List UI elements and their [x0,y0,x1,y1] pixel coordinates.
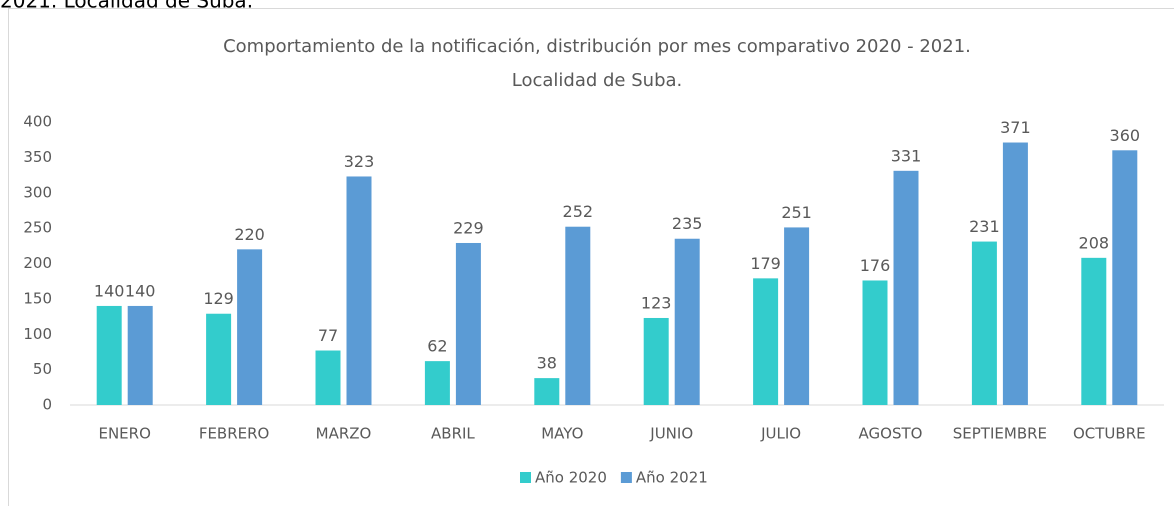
data-label: 251 [781,203,812,222]
bar [893,170,919,405]
bar [424,361,450,405]
bar [784,227,810,405]
data-label: 38 [537,354,557,373]
data-label: 140 [94,281,125,300]
x-tick-label: ENERO [98,425,150,443]
data-label: 179 [750,254,781,273]
y-tick-label: 0 [42,396,52,414]
bar [346,176,372,405]
y-tick-label: 50 [33,360,52,378]
y-tick-label: 250 [23,219,52,237]
y-tick-label: 200 [23,254,52,272]
data-label: 360 [1110,126,1141,145]
data-label: 176 [860,256,891,275]
data-label: 62 [427,337,447,356]
legend-swatch [520,472,531,483]
bar [127,305,153,405]
legend-label: Año 2021 [636,469,708,487]
data-label: 323 [344,152,375,171]
bar [206,313,232,405]
bar [643,317,669,405]
caption: 2021. Localidad de Suba. [0,0,253,13]
bar [237,249,263,405]
x-tick-label: FEBRERO [199,425,270,443]
data-label: 220 [234,225,265,244]
y-tick-label: 150 [23,289,52,307]
bar [534,378,560,405]
data-label: 129 [203,289,234,308]
data-label: 140 [125,281,156,300]
x-tick-label: OCTUBRE [1073,425,1146,443]
data-label: 123 [641,293,672,312]
bar [565,226,591,405]
bar [1112,150,1138,405]
bar [455,242,481,405]
data-label: 208 [1079,233,1110,252]
y-tick-label: 400 [23,113,52,131]
y-tick-label: 100 [23,325,52,343]
x-tick-label: JULIO [760,425,801,443]
bar [971,241,997,405]
chart-frame [8,8,1174,506]
bar [96,305,122,405]
data-label: 331 [891,146,922,165]
x-tick-label: AGOSTO [859,425,923,443]
x-tick-label: JUNIO [649,425,693,443]
bar [1081,257,1107,405]
bar [753,278,779,405]
legend-label: Año 2020 [535,469,607,487]
data-label: 235 [672,214,703,233]
bar [315,350,341,405]
x-tick-label: MARZO [316,425,372,443]
x-tick-label: SEPTIEMBRE [953,425,1047,443]
chart-title: Comportamiento de la notificación, distr… [223,36,971,57]
data-label: 229 [453,218,484,237]
data-label: 77 [318,326,338,345]
chart-subtitle: Localidad de Suba. [512,70,683,91]
x-tick-label: ABRIL [431,425,475,443]
y-tick-label: 350 [23,148,52,166]
bar [862,280,888,405]
x-tick-label: MAYO [541,425,583,443]
y-tick-label: 300 [23,183,52,201]
data-label: 231 [969,217,1000,236]
legend-swatch [620,472,632,483]
data-label: 371 [1000,118,1031,137]
bar [1002,142,1028,405]
data-label: 252 [563,202,594,221]
bar [674,238,700,405]
